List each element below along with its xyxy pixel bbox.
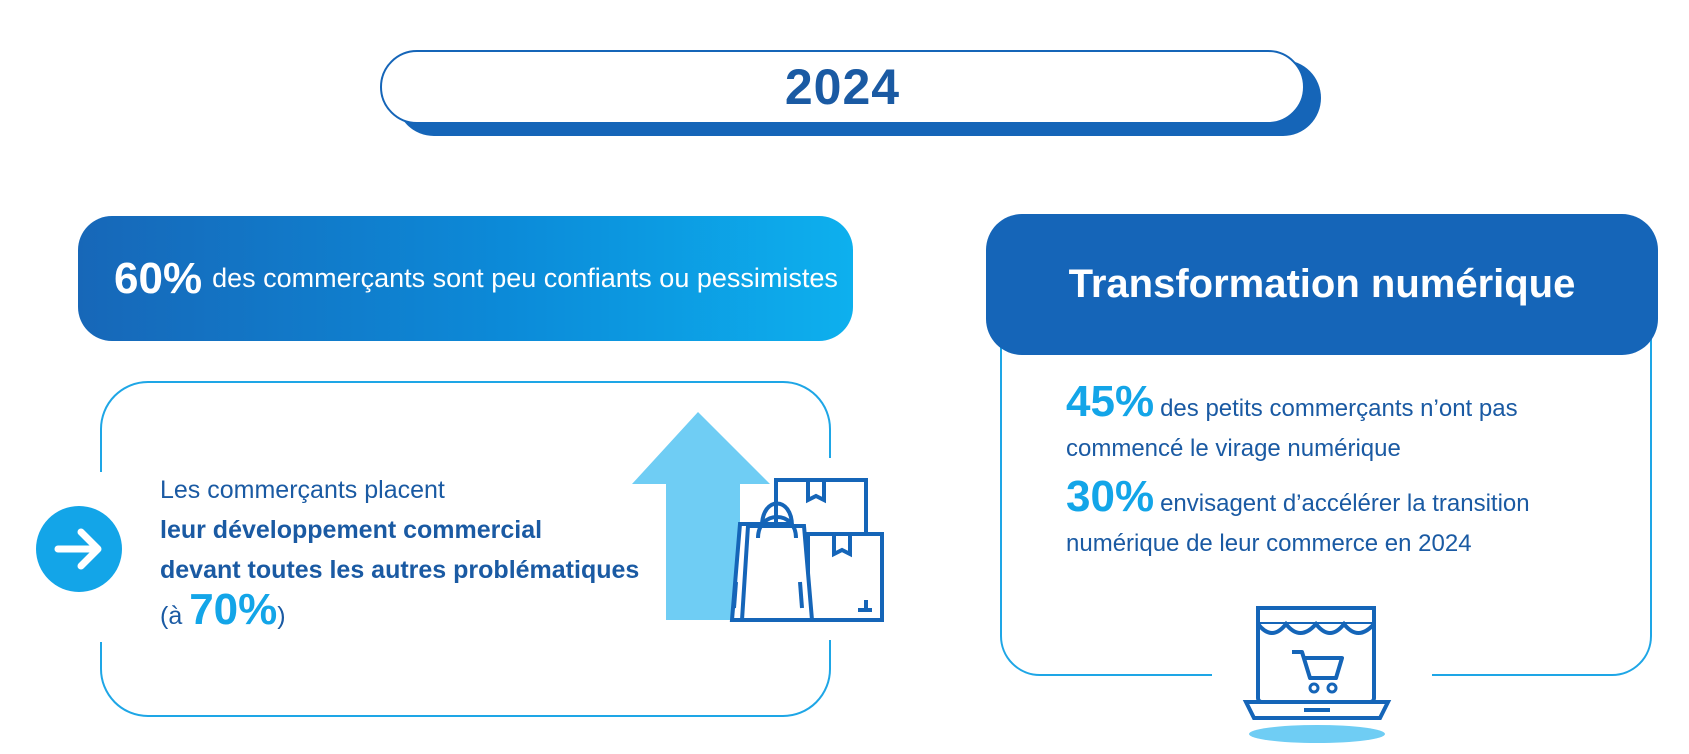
priority-bold-1: leur développement commercial xyxy=(160,516,543,544)
confidence-percent: 60% xyxy=(114,253,203,303)
priority-bold-2: devant toutes les autres problématiques xyxy=(160,556,640,584)
paren-close: ) xyxy=(277,602,286,630)
stat-text: des petits commerçants n’ont pas commenc… xyxy=(1066,395,1518,462)
online-store-laptop-icon xyxy=(1242,606,1392,743)
priority-percent: 70% xyxy=(189,585,278,634)
confidence-banner: 60% des commerçants sont peu confiants o… xyxy=(78,216,853,341)
priority-text: Les commerçants placent leur développeme… xyxy=(160,470,660,636)
year-pill: 2024 xyxy=(380,50,1305,124)
priority-percent-line: (à 70%) xyxy=(160,588,660,636)
digital-title: Transformation numérique xyxy=(1068,262,1576,306)
stat-item: 30% envisagent d’accélérer la transition … xyxy=(1066,475,1626,564)
year-title: 2024 xyxy=(784,59,901,115)
priority-line-1: Les commerçants placent xyxy=(160,476,445,504)
arrow-right-icon xyxy=(36,506,122,592)
confidence-text: des commerçants sont peu confiants ou pe… xyxy=(212,263,838,293)
stat-item: 45% des petits commerçants n’ont pas comm… xyxy=(1066,380,1626,469)
shopping-bags-boxes-icon xyxy=(632,412,884,622)
digital-stats: 45% des petits commerçants n’ont pas comm… xyxy=(1066,380,1626,572)
stat-percent: 45% xyxy=(1066,377,1155,426)
stat-percent: 30% xyxy=(1066,472,1155,521)
stat-text: envisagent d’accélérer la transition num… xyxy=(1066,490,1530,557)
digital-banner: Transformation numérique xyxy=(986,214,1658,355)
paren-open: (à xyxy=(160,602,190,630)
